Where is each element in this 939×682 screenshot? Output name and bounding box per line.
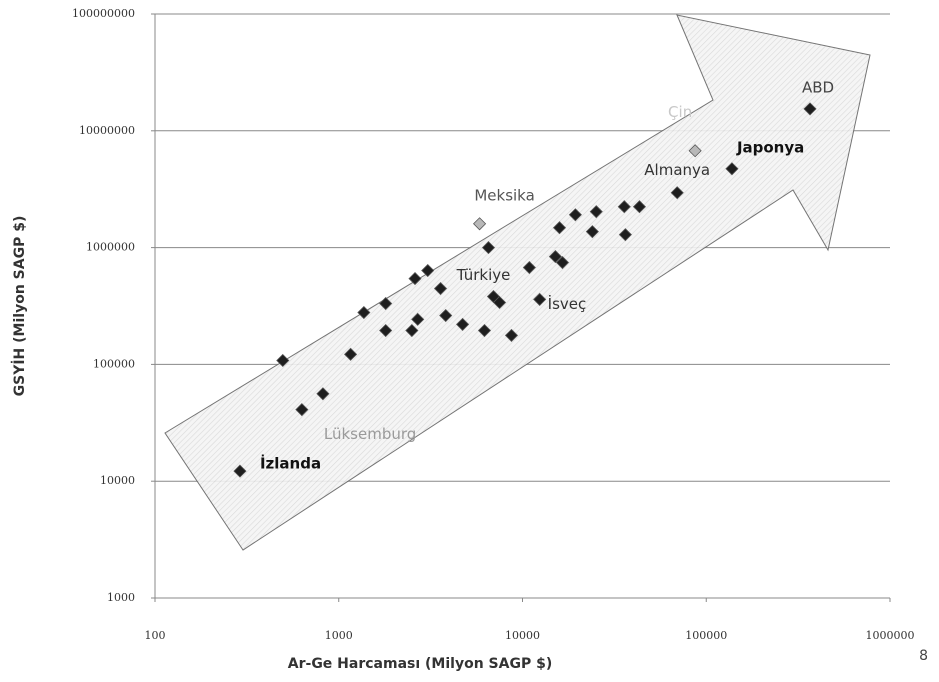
point-label: Meksika [474,186,534,204]
point-label: Lüksemburg [324,425,416,443]
y-tick-label: 100000 [93,357,135,370]
x-tick-label: 1000 [325,629,353,642]
x-tick-label: 100 [145,629,166,642]
y-tick-label: 10000 [100,474,135,487]
page-number: 8 [919,648,928,664]
y-tick-label: 1000000 [86,241,135,254]
x-tick-label: 10000 [505,629,540,642]
y-tick-label: 10000000 [79,124,135,137]
point-label: İzlanda [260,454,321,473]
chart: 1000 10000 100000 1000000 10000000 100000000 1… [0,0,939,682]
point-label: İsveç [548,294,587,313]
x-tick-label: 1000000 [866,629,915,642]
data-point [474,218,486,230]
y-tick-label: 1000 [107,591,135,604]
y-tick-label: 100000000 [72,7,135,20]
x-axis-title: Ar-Ge Harcaması (Milyon SAGP $) [288,656,552,672]
point-label: Almanya [644,161,710,179]
y-axis-title: GSYİH (Milyon SAGP $) [11,216,28,397]
x-tick-label: 100000 [685,629,727,642]
point-label: Türkiye [456,266,511,284]
point-label: Çin [668,103,692,121]
point-label: ABD [802,78,834,96]
point-label: Japonya [736,138,804,156]
